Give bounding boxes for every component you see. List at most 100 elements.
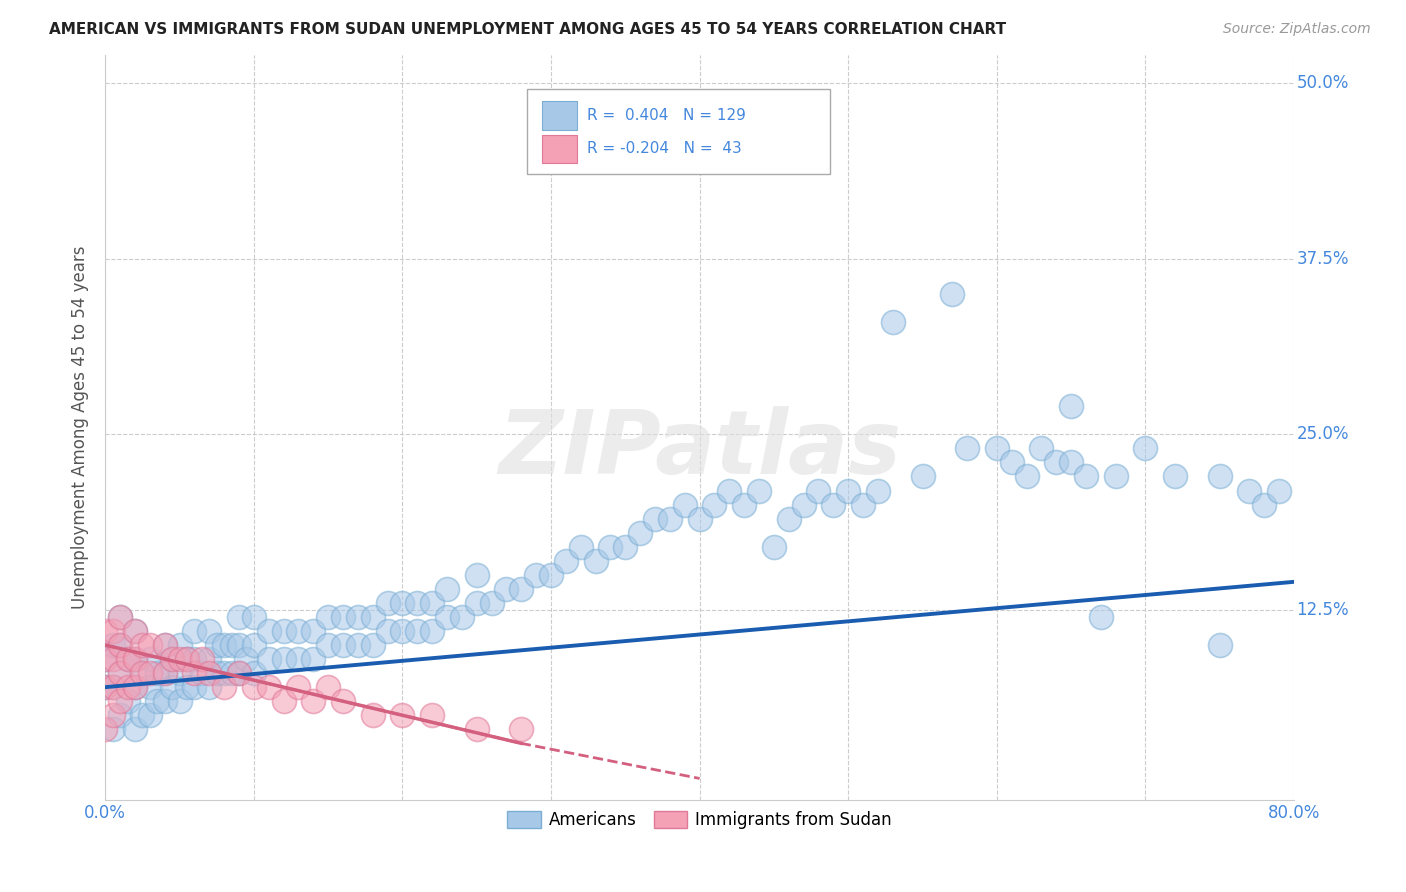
- Point: [644, 511, 666, 525]
- Point: [361, 638, 384, 652]
- Point: [153, 638, 176, 652]
- Point: [191, 652, 214, 666]
- Point: [108, 666, 131, 681]
- Point: [198, 624, 221, 638]
- Point: [866, 483, 889, 498]
- Point: [391, 624, 413, 638]
- Text: ZIPatlas: ZIPatlas: [498, 406, 901, 493]
- Point: [124, 680, 146, 694]
- Point: [228, 666, 250, 681]
- Point: [124, 624, 146, 638]
- Point: [823, 498, 845, 512]
- Point: [273, 652, 295, 666]
- Point: [837, 483, 859, 498]
- Text: 50.0%: 50.0%: [1296, 74, 1348, 92]
- Point: [205, 666, 228, 681]
- Point: [139, 708, 162, 723]
- Point: [212, 666, 235, 681]
- Point: [153, 666, 176, 681]
- Point: [807, 483, 830, 498]
- Point: [169, 666, 191, 681]
- Point: [243, 666, 266, 681]
- Point: [658, 511, 681, 525]
- Point: [131, 708, 153, 723]
- Point: [160, 652, 183, 666]
- Point: [332, 694, 354, 708]
- Point: [221, 638, 243, 652]
- Point: [117, 680, 139, 694]
- Text: AMERICAN VS IMMIGRANTS FROM SUDAN UNEMPLOYMENT AMONG AGES 45 TO 54 YEARS CORRELA: AMERICAN VS IMMIGRANTS FROM SUDAN UNEMPL…: [49, 22, 1007, 37]
- Point: [733, 498, 755, 512]
- Point: [347, 638, 370, 652]
- Point: [377, 596, 399, 610]
- Point: [108, 638, 131, 652]
- Legend: Americans, Immigrants from Sudan: Americans, Immigrants from Sudan: [501, 805, 898, 836]
- Point: [1001, 455, 1024, 469]
- Point: [465, 723, 488, 737]
- Point: [257, 624, 280, 638]
- Text: Source: ZipAtlas.com: Source: ZipAtlas.com: [1223, 22, 1371, 37]
- Point: [153, 638, 176, 652]
- Point: [146, 666, 169, 681]
- Point: [287, 624, 309, 638]
- Point: [436, 610, 458, 624]
- Point: [1239, 483, 1261, 498]
- Point: [94, 624, 117, 638]
- Point: [1209, 469, 1232, 483]
- Point: [287, 652, 309, 666]
- Point: [183, 680, 205, 694]
- Point: [420, 708, 443, 723]
- Point: [183, 652, 205, 666]
- Point: [131, 666, 153, 681]
- Point: [101, 708, 124, 723]
- Text: R = -0.204   N =  43: R = -0.204 N = 43: [586, 142, 741, 156]
- Point: [554, 554, 576, 568]
- Point: [599, 540, 621, 554]
- Point: [139, 652, 162, 666]
- Point: [273, 694, 295, 708]
- Point: [689, 511, 711, 525]
- Point: [420, 624, 443, 638]
- Point: [465, 596, 488, 610]
- Point: [524, 567, 547, 582]
- Point: [332, 638, 354, 652]
- Point: [117, 652, 139, 666]
- Point: [361, 708, 384, 723]
- Point: [124, 652, 146, 666]
- Point: [762, 540, 785, 554]
- Point: [139, 666, 162, 681]
- Point: [108, 610, 131, 624]
- Point: [108, 666, 131, 681]
- Point: [941, 286, 963, 301]
- Point: [243, 638, 266, 652]
- Point: [198, 652, 221, 666]
- Point: [1074, 469, 1097, 483]
- Point: [101, 680, 124, 694]
- Point: [108, 610, 131, 624]
- Point: [450, 610, 472, 624]
- Y-axis label: Unemployment Among Ages 45 to 54 years: Unemployment Among Ages 45 to 54 years: [72, 245, 89, 609]
- Point: [160, 652, 183, 666]
- Point: [377, 624, 399, 638]
- Point: [273, 624, 295, 638]
- Point: [361, 610, 384, 624]
- Point: [1105, 469, 1128, 483]
- Point: [748, 483, 770, 498]
- Point: [169, 652, 191, 666]
- Point: [1060, 455, 1083, 469]
- Point: [124, 624, 146, 638]
- Bar: [541, 135, 578, 163]
- Point: [108, 638, 131, 652]
- Point: [1015, 469, 1038, 483]
- Point: [101, 723, 124, 737]
- Point: [108, 694, 131, 708]
- Point: [176, 652, 198, 666]
- Point: [198, 680, 221, 694]
- Point: [510, 582, 533, 596]
- Point: [436, 582, 458, 596]
- Point: [628, 525, 651, 540]
- Point: [673, 498, 696, 512]
- Point: [191, 666, 214, 681]
- Point: [101, 638, 124, 652]
- Point: [198, 666, 221, 681]
